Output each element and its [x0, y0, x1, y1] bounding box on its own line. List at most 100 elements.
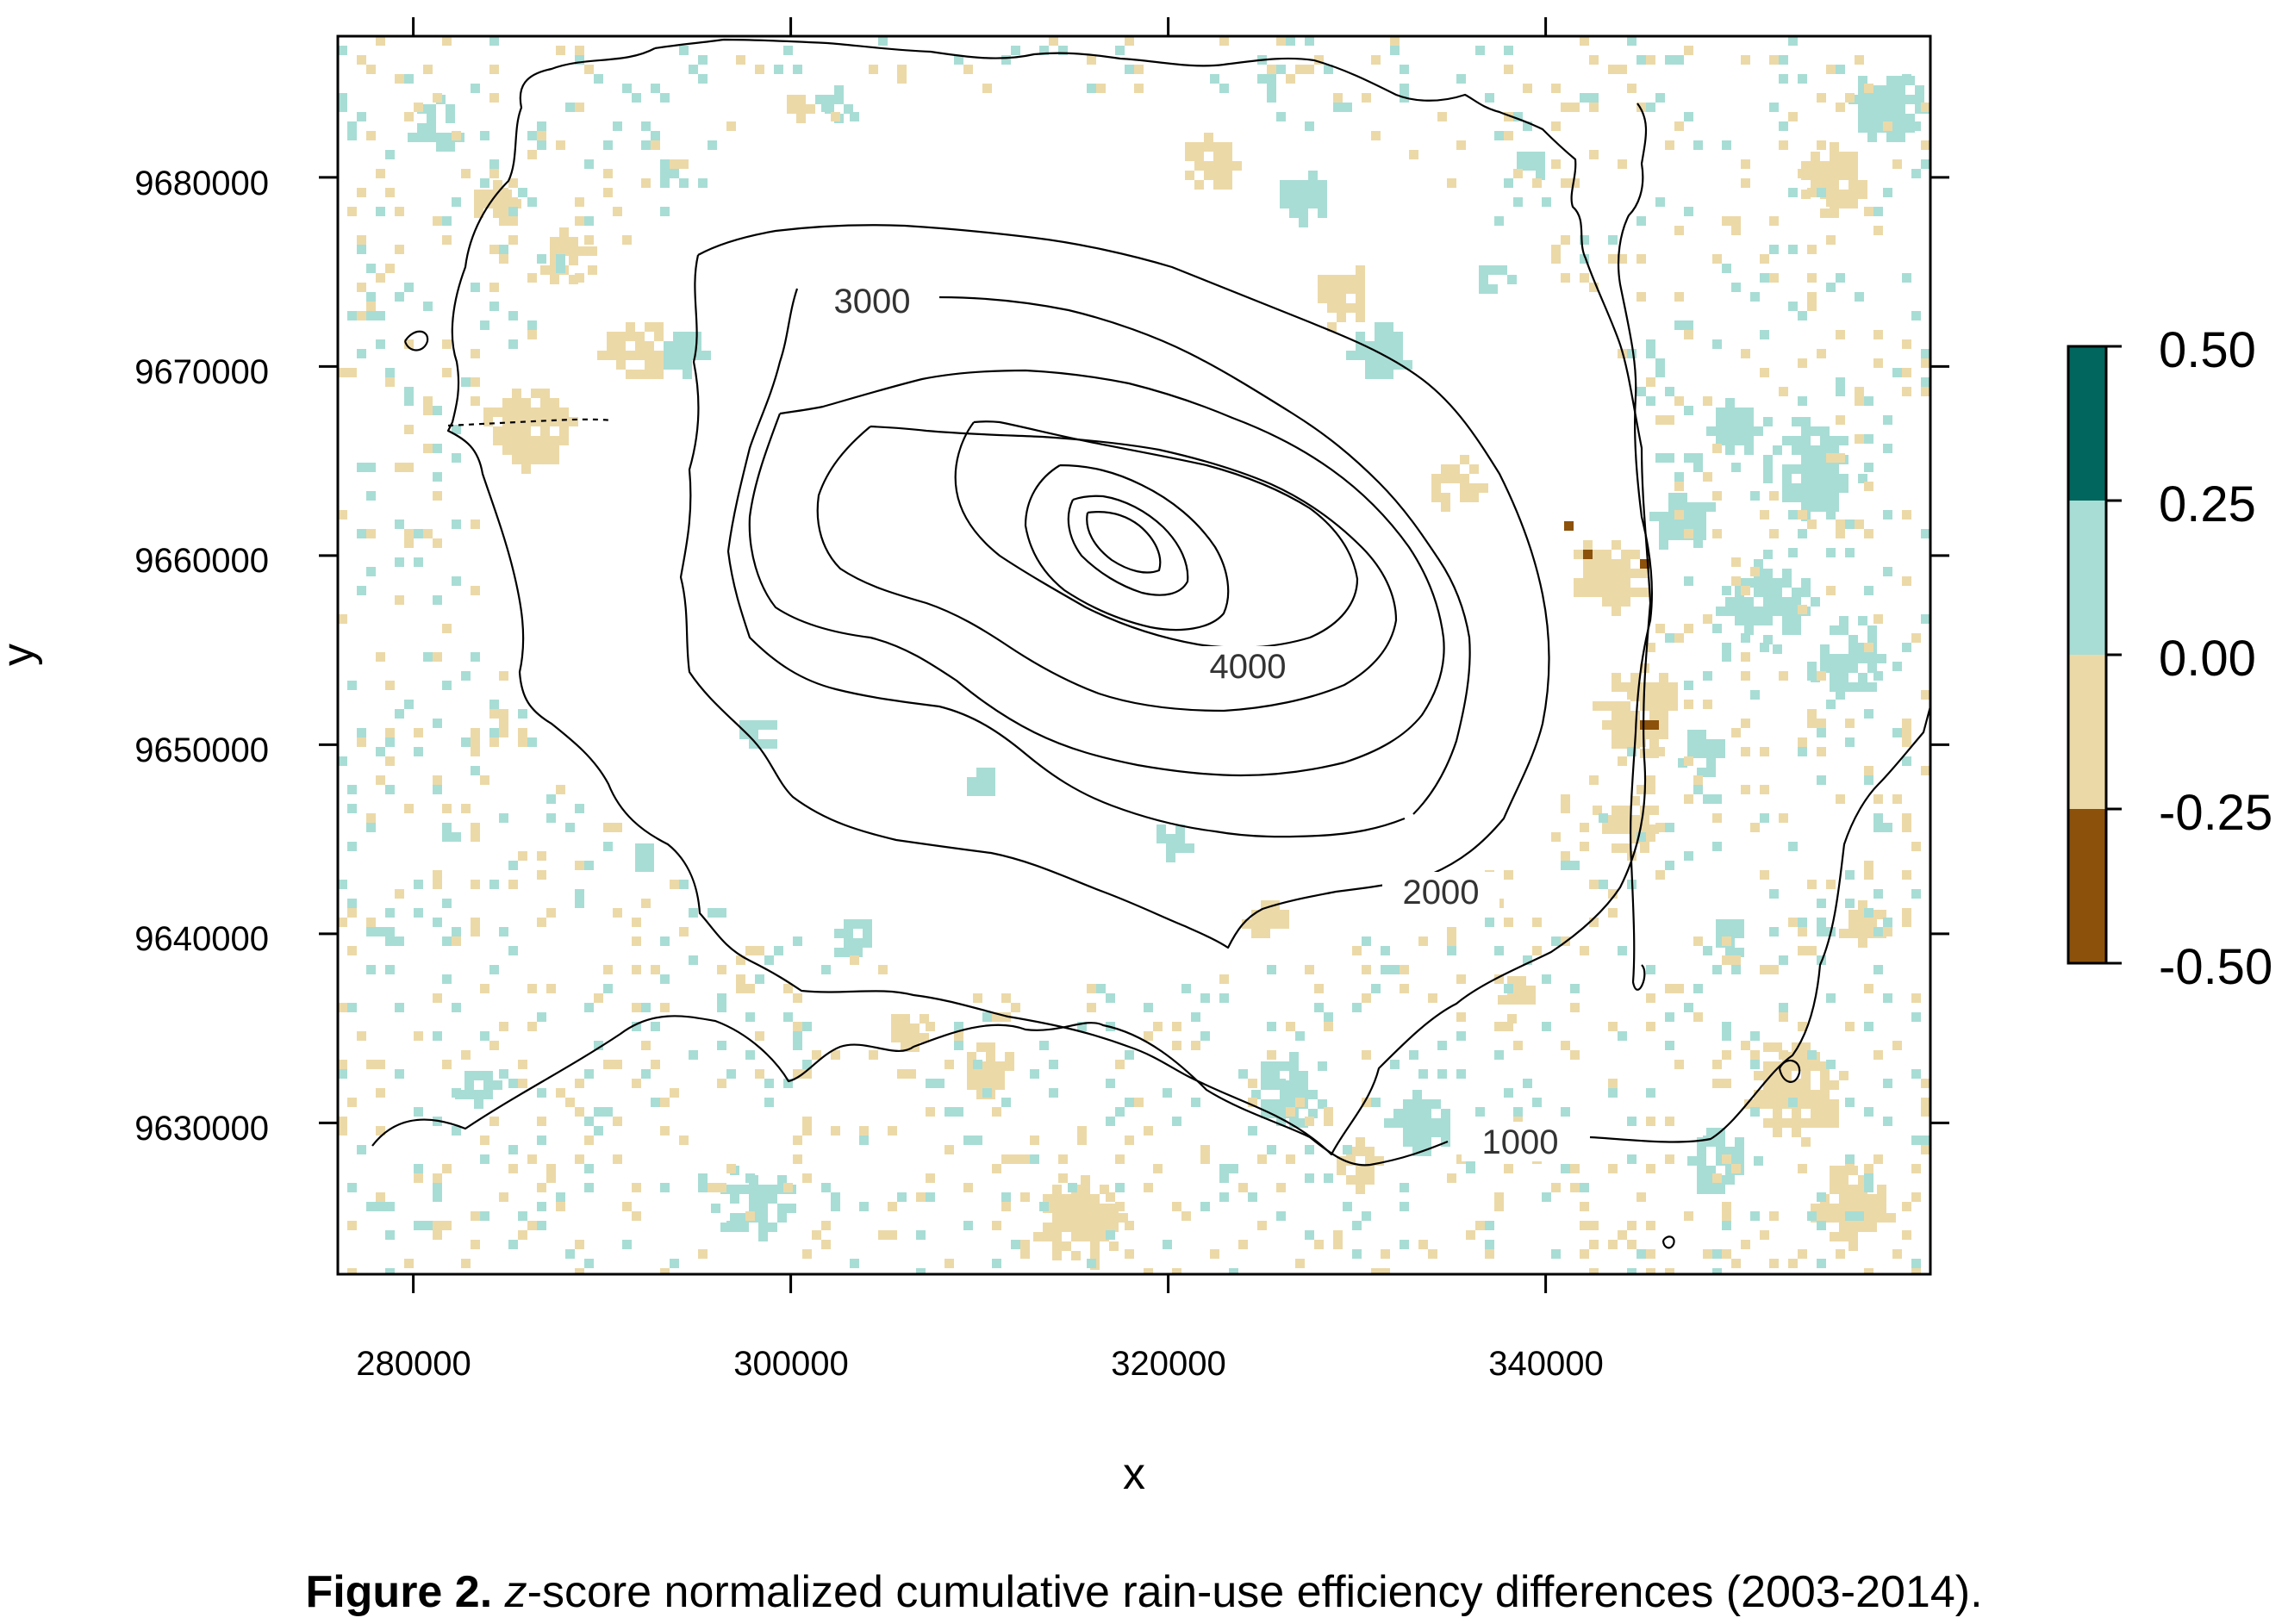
raster-cell	[626, 332, 635, 341]
raster-cell	[1200, 1145, 1210, 1154]
raster-cell	[471, 927, 480, 936]
raster-cell	[376, 1202, 385, 1211]
raster-cell	[1251, 1090, 1261, 1099]
raster-cell	[1599, 880, 1608, 889]
raster-cell	[1087, 84, 1096, 93]
raster-cell	[347, 946, 357, 955]
raster-cell	[1627, 690, 1637, 700]
raster-cell	[1270, 1099, 1280, 1109]
raster-cell	[446, 142, 455, 152]
raster-cell	[1864, 482, 1873, 491]
raster-cell	[464, 1080, 474, 1090]
raster-cell	[461, 1259, 471, 1268]
raster-cell	[1697, 521, 1706, 531]
raster-cell	[1536, 161, 1545, 171]
raster-cell	[613, 1117, 622, 1126]
raster-cell	[404, 538, 414, 548]
elevation-contours	[371, 38, 1930, 1249]
raster-cell	[423, 406, 433, 415]
raster-cell	[1494, 131, 1504, 140]
raster-cell	[1902, 918, 1911, 927]
raster-cell	[556, 264, 565, 273]
raster-cell	[1693, 538, 1703, 548]
raster-cell	[802, 1060, 812, 1069]
raster-cell	[603, 823, 613, 832]
raster-cell	[483, 417, 493, 426]
raster-cell	[1703, 614, 1712, 624]
raster-cell	[1826, 1060, 1836, 1069]
raster-cell	[645, 843, 654, 853]
raster-cell	[679, 178, 689, 188]
raster-cell	[1071, 1213, 1081, 1223]
raster-cell	[508, 235, 518, 245]
raster-cell	[556, 1202, 565, 1211]
raster-cell	[1659, 692, 1668, 701]
raster-cell	[366, 292, 376, 302]
raster-cell	[1811, 180, 1820, 190]
raster-cell	[499, 719, 508, 728]
raster-cell	[745, 1173, 755, 1183]
raster-cell	[1498, 995, 1507, 1005]
raster-cell	[967, 1071, 976, 1080]
raster-cell	[1830, 1185, 1839, 1194]
raster-cell	[1637, 55, 1646, 65]
raster-cell	[1172, 1022, 1181, 1031]
raster-cell	[1267, 93, 1276, 103]
raster-cell	[1523, 121, 1532, 131]
raster-cell	[1020, 1154, 1030, 1164]
raster-cell	[1659, 711, 1668, 720]
raster-cell	[376, 207, 385, 216]
raster-cell	[471, 349, 480, 358]
raster-cell	[698, 1249, 708, 1259]
raster-cell	[1735, 616, 1744, 625]
raster-cell	[783, 1012, 793, 1022]
raster-cell	[1485, 1240, 1494, 1249]
raster-cell	[888, 1202, 897, 1211]
raster-cell	[1238, 1240, 1248, 1249]
raster-cell	[357, 1145, 366, 1154]
raster-cell	[1409, 1050, 1418, 1060]
raster-cell	[831, 1202, 840, 1211]
raster-cell	[897, 74, 907, 84]
raster-cell	[565, 1098, 575, 1107]
raster-cell	[660, 178, 670, 188]
raster-cell	[1286, 1107, 1295, 1117]
raster-cell	[385, 1268, 395, 1274]
raster-cell	[1513, 1117, 1523, 1126]
raster-cell	[1052, 1213, 1062, 1223]
raster-cell	[616, 341, 626, 351]
raster-cell	[347, 1098, 357, 1107]
raster-cell	[1561, 851, 1570, 861]
raster-cell	[1627, 1240, 1637, 1249]
raster-cell	[1902, 719, 1911, 728]
raster-cell	[1763, 578, 1773, 588]
raster-cell	[1722, 1249, 1731, 1259]
raster-cell	[1219, 974, 1229, 984]
raster-cell	[1115, 1107, 1125, 1117]
raster-cell	[679, 880, 689, 889]
raster-cell	[1450, 474, 1460, 483]
raster-cell	[1706, 1128, 1716, 1137]
raster-cell	[1779, 1050, 1788, 1060]
raster-cell	[1589, 1240, 1599, 1249]
raster-cell	[512, 389, 521, 398]
raster-cell	[512, 398, 521, 408]
raster-cell	[641, 899, 651, 908]
raster-cell	[793, 1041, 802, 1050]
raster-cell	[1422, 1128, 1431, 1137]
raster-cell	[1469, 493, 1479, 502]
raster-cell	[1693, 936, 1703, 946]
raster-cell	[1551, 832, 1561, 842]
raster-cell	[1412, 1118, 1422, 1128]
raster-cell	[1712, 842, 1722, 851]
raster-cell	[1194, 142, 1204, 152]
raster-cell	[427, 123, 436, 133]
raster-cell	[423, 65, 433, 74]
raster-cell	[1356, 313, 1365, 322]
raster-cell	[1716, 938, 1725, 948]
raster-cell	[976, 777, 986, 787]
raster-cell	[1697, 512, 1706, 521]
raster-cell	[683, 370, 692, 379]
raster-cell	[385, 1202, 395, 1211]
raster-cell	[1697, 739, 1706, 749]
